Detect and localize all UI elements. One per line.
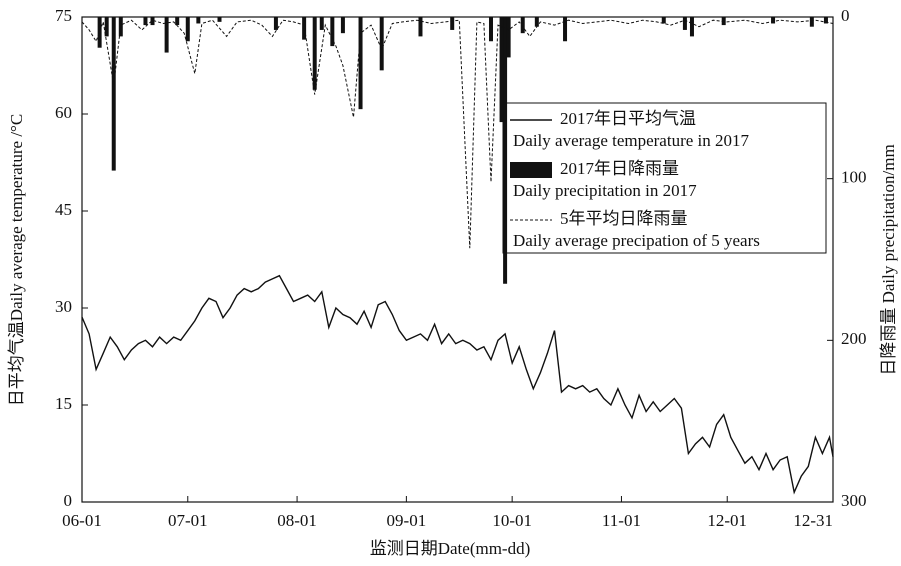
y2-tick-label: 0 [841, 6, 850, 25]
bar [661, 17, 666, 24]
bar [506, 17, 511, 58]
y-tick-label: 75 [55, 6, 72, 25]
bar [488, 17, 493, 42]
bar [379, 17, 384, 71]
legend-box [502, 102, 827, 254]
y2-tick-label: 100 [841, 168, 867, 187]
bar [150, 17, 155, 26]
bar [143, 17, 148, 26]
bar [312, 17, 317, 90]
bar [330, 17, 335, 47]
bar [340, 17, 345, 34]
x-tick-label: 12-31 [793, 511, 833, 530]
legend-label: 5年平均日降雨量 [560, 209, 688, 228]
bar [273, 17, 278, 30]
bar [175, 17, 180, 26]
y-tick-label: 45 [55, 200, 72, 219]
legend-label-en: Daily average temperature in 2017 [513, 131, 750, 150]
bar [97, 17, 102, 48]
bar [503, 17, 508, 284]
legend-label: 2017年日平均气温 [560, 109, 696, 128]
line [81, 274, 834, 495]
x-axis-label: 监测日期Date(mm-dd) [370, 539, 531, 558]
legend-label-en: Daily average precipation of 5 years [513, 231, 760, 250]
bar [534, 17, 539, 27]
bar [450, 17, 455, 30]
plot-frame [81, 16, 834, 503]
x-tick-label: 08-01 [277, 511, 317, 530]
bar [499, 17, 504, 123]
bar [185, 17, 190, 42]
bar [823, 17, 828, 24]
bar [302, 17, 307, 40]
x-tick-label: 10-01 [492, 511, 532, 530]
bar [689, 17, 694, 37]
y2-axis-label: 日降雨量 Daily precipitation/mm [879, 144, 898, 375]
y-axis-label: 日平均气温Daily average temperature /°C [7, 114, 26, 406]
bar [196, 17, 201, 24]
y-tick-label: 0 [64, 491, 73, 510]
y-tick-label: 30 [55, 297, 72, 316]
legend-swatch [510, 162, 552, 178]
legend-label-en: Daily precipitation in 2017 [513, 181, 697, 200]
x-tick-label: 09-01 [387, 511, 427, 530]
y2-tick-label: 300 [841, 491, 867, 510]
legend-label: 2017年日降雨量 [560, 159, 679, 178]
bar [809, 17, 814, 27]
bar [520, 17, 525, 34]
bar [104, 17, 109, 37]
bar [771, 17, 776, 24]
bar [111, 17, 116, 171]
y-tick-label: 60 [55, 103, 72, 122]
x-tick-label: 06-01 [62, 511, 102, 530]
dashed-line [81, 19, 834, 249]
bar [164, 17, 169, 53]
y2-tick-label: 200 [841, 329, 867, 348]
x-tick-label: 11-01 [602, 511, 641, 530]
bar [682, 17, 687, 30]
x-tick-label: 07-01 [168, 511, 208, 530]
y-tick-label: 15 [55, 394, 72, 413]
bar [563, 17, 568, 42]
bar [217, 17, 222, 22]
bar [358, 17, 363, 110]
x-tick-label: 12-01 [707, 511, 747, 530]
bar [418, 17, 423, 37]
bar [319, 17, 324, 30]
